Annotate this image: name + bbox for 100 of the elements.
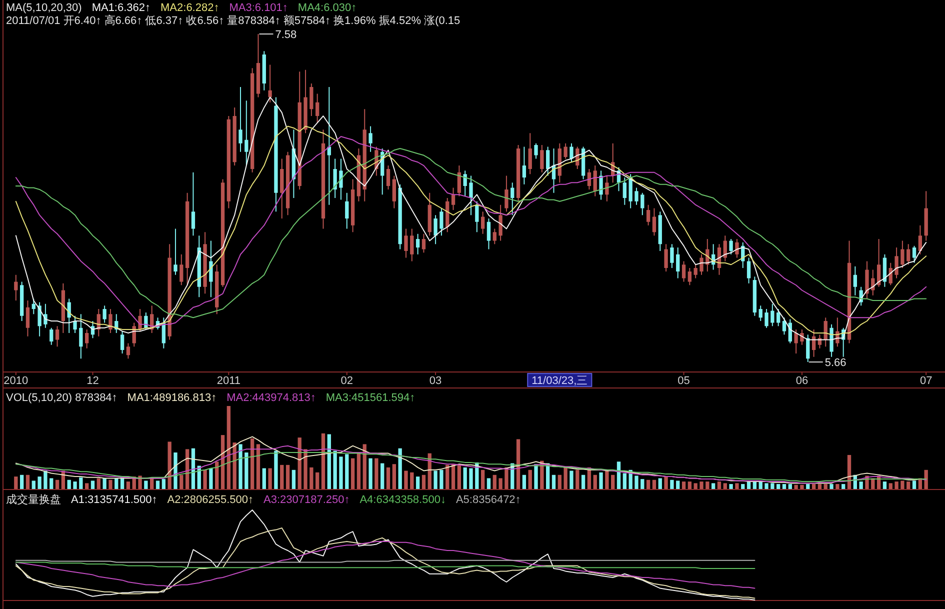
bar xyxy=(706,482,710,489)
x-tick-label: 2011 xyxy=(216,375,241,387)
bar xyxy=(333,450,337,489)
bar xyxy=(398,448,402,489)
bar xyxy=(392,464,396,489)
chart-title: MA(5,10,20,30) xyxy=(6,2,82,14)
text: A4:6343358.500↓ xyxy=(360,494,446,506)
bar xyxy=(882,482,887,489)
x-tick-label: 03 xyxy=(429,375,442,387)
text: 11/03/23,三 xyxy=(532,375,588,387)
bar xyxy=(26,474,30,489)
bar xyxy=(894,482,898,489)
bar xyxy=(646,480,650,489)
bar xyxy=(664,476,668,489)
bar xyxy=(238,444,242,489)
chart-subtitle: 2011/07/01 开6.40↑ 高6.66↑ 低6.37↑ 收6.56↑ 量878384↑ 额57584↑ 换1.96% 振4.52% 涨(0.15 xyxy=(6,14,460,27)
bar xyxy=(812,484,816,489)
bar xyxy=(174,452,178,489)
bar xyxy=(469,468,473,489)
bar xyxy=(782,484,786,489)
bar xyxy=(492,474,496,489)
bar xyxy=(250,438,254,489)
bar xyxy=(50,478,54,489)
bar xyxy=(605,470,609,489)
bar xyxy=(180,474,184,489)
bar xyxy=(611,474,615,489)
bar xyxy=(723,483,727,489)
bar xyxy=(486,478,491,489)
bar xyxy=(522,474,526,489)
bar xyxy=(310,467,314,489)
bar xyxy=(688,482,692,489)
chart-title: VOL(5,10,20) 878384↑ xyxy=(6,392,118,404)
bar xyxy=(752,482,757,489)
bar xyxy=(498,478,502,489)
x-tick-label: 12 xyxy=(86,375,99,387)
bar xyxy=(528,470,532,489)
bar xyxy=(327,434,331,489)
bar xyxy=(581,474,586,489)
bar xyxy=(38,476,42,489)
bar xyxy=(156,480,160,489)
bar xyxy=(55,480,60,489)
bar xyxy=(339,456,343,489)
x-tick-label: 2010 xyxy=(4,375,28,387)
bar xyxy=(14,476,18,489)
bar xyxy=(457,464,462,489)
bar xyxy=(888,483,892,489)
bar xyxy=(463,467,467,489)
bar xyxy=(912,480,916,489)
bar xyxy=(558,474,562,489)
bar xyxy=(274,450,278,489)
bar xyxy=(374,458,378,489)
bar xyxy=(386,467,390,489)
bar xyxy=(90,480,95,489)
chart-title: 成交量换盘 xyxy=(6,493,61,506)
text: MA2:6.282↑ xyxy=(160,2,220,14)
bar xyxy=(830,484,834,489)
text: A1:3135741.500↑ xyxy=(71,494,158,506)
bar xyxy=(262,468,266,489)
bar xyxy=(144,480,148,489)
bar xyxy=(652,480,656,489)
bar xyxy=(244,452,248,489)
bar xyxy=(836,484,840,489)
bar xyxy=(859,482,863,489)
bar xyxy=(256,444,260,489)
bar xyxy=(350,458,355,489)
bar xyxy=(321,433,326,489)
x-tick-label: 07 xyxy=(920,375,932,387)
bar xyxy=(711,483,716,489)
bar xyxy=(746,482,751,489)
bar xyxy=(842,484,846,489)
bar xyxy=(824,484,828,489)
bar xyxy=(286,464,290,489)
bar xyxy=(114,478,118,489)
bar xyxy=(451,464,456,489)
text: MA2:443974.813↑ xyxy=(226,392,316,404)
bar xyxy=(776,484,780,489)
bar xyxy=(268,468,272,489)
bar xyxy=(552,474,556,489)
text: MA1:489186.813↑ xyxy=(127,392,217,404)
bar xyxy=(900,480,904,489)
x-tick-label: 06 xyxy=(796,375,808,387)
bar xyxy=(102,478,106,489)
bar xyxy=(168,442,172,489)
bar xyxy=(410,472,414,489)
bar xyxy=(818,484,822,489)
annotation: 5.66 xyxy=(824,357,846,369)
text: MA3:6.101↑ xyxy=(229,2,288,14)
bar xyxy=(770,483,774,489)
bar xyxy=(729,484,733,489)
text: MA3:451561.594↑ xyxy=(326,392,416,404)
bar xyxy=(368,458,372,489)
bar xyxy=(806,484,810,489)
bar xyxy=(794,484,798,489)
text: A5:8356472↑ xyxy=(456,494,521,506)
bar xyxy=(304,449,308,489)
bar xyxy=(694,483,698,489)
bar xyxy=(108,480,112,489)
bar xyxy=(540,460,544,489)
bar xyxy=(504,467,508,489)
bar xyxy=(906,482,910,489)
